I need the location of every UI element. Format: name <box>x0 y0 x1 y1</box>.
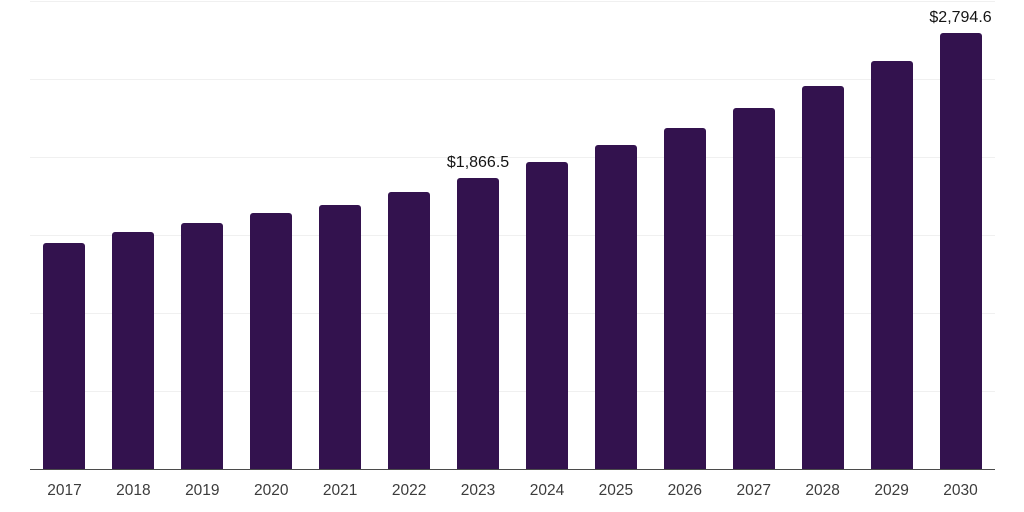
bar-2029 <box>870 61 913 469</box>
bar-2027 <box>732 107 775 469</box>
x-axis-label-2019: 2019 <box>185 482 220 499</box>
bar-2023 <box>457 177 500 469</box>
x-axis-label-2021: 2021 <box>322 482 358 499</box>
bar-2017 <box>43 242 86 469</box>
bar-2025 <box>594 144 637 469</box>
bar-2024 <box>525 162 568 469</box>
x-axis-label-2024: 2024 <box>529 482 565 499</box>
x-axis-label-2027: 2027 <box>736 482 771 499</box>
gridline <box>30 79 995 80</box>
gridline <box>30 391 995 392</box>
value-label-2030: $2,794.6 <box>929 9 992 27</box>
bar-2020 <box>250 212 293 469</box>
x-axis-label-2018: 2018 <box>116 482 151 499</box>
x-axis-label-2026: 2026 <box>667 482 703 499</box>
x-axis-label-2017: 2017 <box>47 482 82 499</box>
x-axis-label-2020: 2020 <box>254 482 289 499</box>
bar-2026 <box>663 127 706 469</box>
x-axis-label-2022: 2022 <box>391 482 427 499</box>
plot-area: $1,866.5 $2,794.6 <box>30 1 995 470</box>
x-axis-label-2029: 2029 <box>874 482 909 499</box>
bar-2022 <box>388 192 431 469</box>
gridline <box>30 1 995 2</box>
x-axis-label-2028: 2028 <box>805 482 840 499</box>
value-label-2023: $1,866.5 <box>446 153 510 171</box>
x-axis-label-2030: 2030 <box>943 482 978 499</box>
bar-2018 <box>112 231 155 469</box>
gridline <box>30 235 995 236</box>
bar-2019 <box>181 223 224 469</box>
x-axis-label-2025: 2025 <box>598 482 634 499</box>
bar-2028 <box>801 85 844 469</box>
gridline <box>30 157 995 158</box>
bar-2021 <box>319 205 362 469</box>
bar-2030 <box>939 33 982 469</box>
gridline <box>30 313 995 314</box>
x-axis-label-2023: 2023 <box>460 482 496 499</box>
